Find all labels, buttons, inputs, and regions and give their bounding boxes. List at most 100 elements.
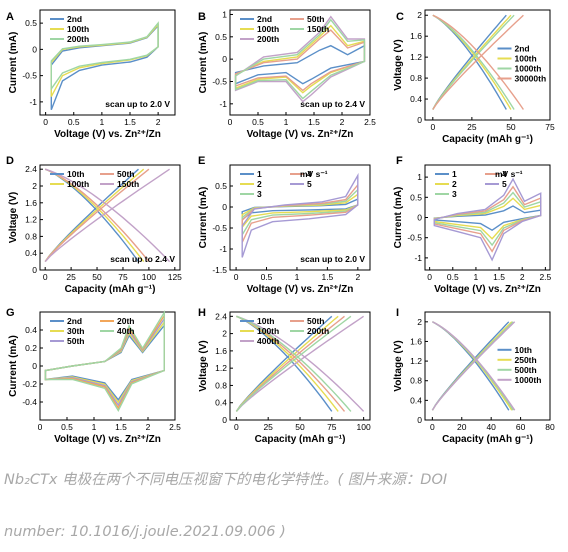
series-line	[431, 321, 516, 411]
x-tick-label: 0.5	[447, 272, 459, 282]
y-tick-label: -0.5	[407, 233, 422, 243]
y-tick-label: 1.2	[25, 215, 37, 225]
y-tick-label: 0	[222, 202, 227, 212]
legend-entry: 4	[307, 169, 312, 179]
legend-entry: 5	[502, 179, 507, 189]
panel-letter: G	[6, 307, 15, 319]
y-tick-label: -1	[219, 244, 227, 254]
x-tick-label: 80	[545, 422, 555, 432]
legend-entry: 200th	[307, 326, 329, 336]
y-tick-label: 0	[222, 415, 227, 425]
series-line	[432, 321, 516, 411]
x-axis-label: Voltage (V) vs. Zn²⁺/Zn	[247, 284, 354, 295]
y-axis-label: Current (mA)	[198, 32, 209, 94]
series-line	[235, 315, 345, 412]
y-tick-label: 1.6	[25, 198, 37, 208]
y-tick-label: 2	[417, 317, 422, 327]
y-tick-label: 1.6	[410, 336, 422, 346]
legend-entry: 30000th	[515, 74, 547, 84]
x-tick-label: 50	[506, 122, 516, 132]
y-tick-label: 0	[417, 213, 422, 223]
y-tick-label: -0.5	[212, 223, 227, 233]
series-line	[241, 193, 359, 230]
y-tick-label: -1	[29, 97, 37, 107]
legend-entry: 1000th	[515, 375, 542, 385]
x-axis-label: Voltage (V) vs. Zn²⁺/Zn	[247, 129, 354, 140]
figure-caption-line-2: number: 10.1016/j.joule.2021.09.006 )	[4, 524, 286, 540]
x-tick-label: 125	[168, 272, 182, 282]
series-line	[44, 168, 150, 263]
y-tick-label: 1	[222, 9, 227, 19]
series-line	[432, 14, 524, 110]
series-line	[234, 18, 366, 100]
x-tick-label: 0.5	[261, 272, 273, 282]
x-axis-label: Capacity (mAh g⁻¹)	[255, 434, 346, 445]
panel-letter: A	[6, 11, 14, 23]
y-tick-label: -0.5	[212, 76, 227, 86]
series-line	[234, 15, 366, 103]
series-line	[235, 315, 333, 412]
y-tick-label: -0.5	[22, 71, 37, 81]
plot-frame	[229, 164, 371, 271]
legend-entry: 40th	[117, 326, 134, 336]
x-axis-label: Voltage (V) vs. Zn²⁺/Zn	[54, 434, 161, 445]
x-tick-label: 0	[430, 422, 435, 432]
legend-entry: 50th	[307, 316, 324, 326]
y-tick-label: 0.4	[215, 398, 227, 408]
x-tick-label: 2.5	[539, 272, 551, 282]
x-tick-label: 100	[357, 422, 371, 432]
panel-letter: D	[6, 155, 14, 167]
series-line	[236, 315, 365, 412]
legend-entry: 5	[307, 179, 312, 189]
legend-entry: 10th	[67, 169, 84, 179]
panel-e: E 0 0.5 1 1.5 2 -1.5 -1 -0.5 0 0.5 Voltage (V) vs. …	[198, 155, 371, 295]
y-axis-label: Current (mA)	[198, 187, 209, 249]
x-tick-label: 0	[38, 422, 43, 432]
y-tick-label: 0.5	[25, 18, 37, 28]
x-tick-label: 2	[520, 272, 525, 282]
panel-letter: E	[198, 155, 205, 167]
series-line	[235, 315, 352, 412]
plot-frame	[424, 311, 551, 421]
x-tick-label: 50	[295, 422, 305, 432]
y-tick-label: 2.4	[215, 311, 227, 321]
panel-letter: C	[396, 11, 404, 23]
y-tick-label: 0	[32, 44, 37, 54]
legend-entry: 1000th	[515, 64, 542, 74]
y-tick-label: -0.2	[22, 379, 37, 389]
legend-unit: mV s⁻¹	[300, 169, 328, 179]
legend-entry: 400th	[257, 336, 279, 346]
series-line	[50, 21, 159, 91]
legend-entry: 200th	[257, 34, 279, 44]
panel-g: G 0 0.5 1 1.5 2 2.5 -0.4 -0.2 0 0.2 0.4 Voltage (V) …	[6, 307, 181, 445]
x-tick-label: 25	[467, 122, 477, 132]
series-line	[44, 320, 165, 404]
x-tick-label: 0	[43, 117, 48, 127]
legend-entry: 150th	[307, 24, 329, 34]
panel-d: D 0 25 50 75 100 125 0 0.4 0.8 1.2 1.6 2 2.4 Capacity …	[6, 155, 182, 295]
series-line	[432, 14, 512, 110]
x-tick-label: 0	[234, 272, 239, 282]
x-tick-label: 1.5	[124, 117, 136, 127]
legend-entry: 100th	[67, 179, 89, 189]
x-tick-label: 20	[457, 422, 467, 432]
legend-entry: 2nd	[67, 316, 82, 326]
x-axis-label: Voltage (V) vs. Zn²⁺/Zn	[434, 284, 541, 295]
y-tick-label: -1	[414, 253, 422, 263]
legend-entry: 20th	[117, 316, 134, 326]
y-tick-label: -1	[219, 99, 227, 109]
x-tick-label: 2	[146, 422, 151, 432]
legend-entry: 200th	[67, 34, 89, 44]
y-axis-label: Voltage (V)	[393, 340, 404, 391]
series-line	[432, 14, 524, 110]
y-tick-label: 0.8	[215, 380, 227, 390]
y-tick-label: 0.2	[25, 343, 37, 353]
y-tick-label: 1.2	[410, 52, 422, 62]
x-tick-label: 1	[100, 117, 105, 127]
x-tick-label: 1.5	[308, 117, 320, 127]
y-axis-label: Voltage (V)	[8, 192, 19, 243]
y-tick-label: 1.2	[410, 356, 422, 366]
x-tick-label: 2.5	[169, 422, 181, 432]
legend-unit: mV s⁻¹	[495, 169, 523, 179]
series-line	[432, 14, 515, 110]
